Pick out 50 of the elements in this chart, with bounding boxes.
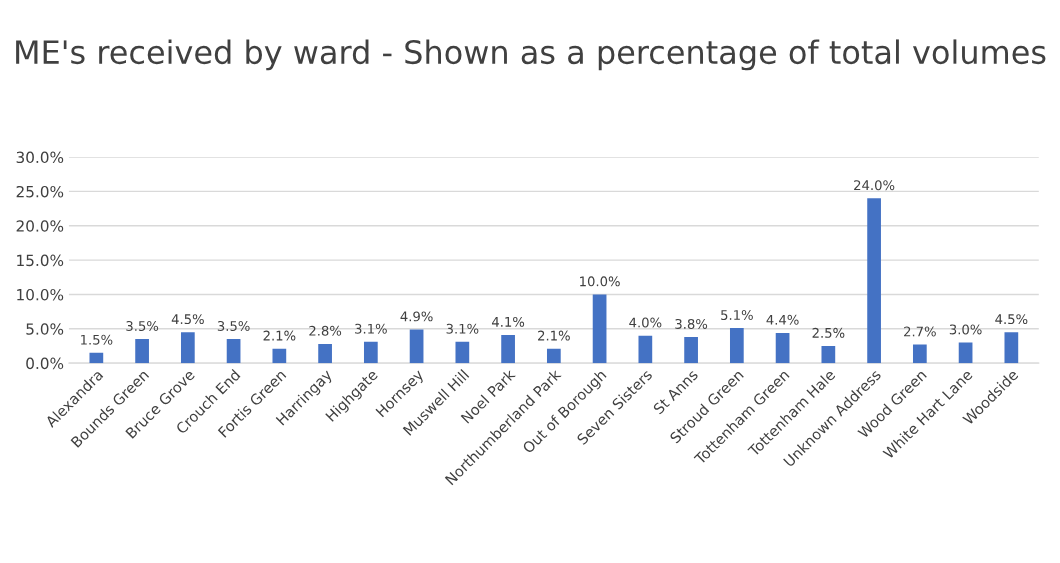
- data-label: 5.1%: [721, 310, 753, 320]
- bar: [89, 352, 104, 364]
- bar: [546, 348, 561, 364]
- bar: [729, 328, 744, 364]
- bar: [592, 294, 607, 364]
- bar: [638, 335, 653, 364]
- bar: [501, 334, 515, 364]
- y-tick-label: 5.0%: [26, 323, 64, 335]
- data-label: 3.5%: [217, 321, 250, 331]
- data-label: 2.5%: [812, 327, 845, 338]
- bar: [821, 345, 836, 364]
- data-label: 4.5%: [171, 314, 204, 325]
- y-tick-label: 15.0%: [17, 254, 64, 267]
- bar: [455, 341, 470, 364]
- data-label: 3.1%: [355, 323, 387, 334]
- bar: [272, 348, 287, 364]
- bar: [180, 332, 195, 364]
- bar: [1004, 332, 1019, 364]
- data-label: 2.1%: [263, 330, 296, 341]
- bar: [135, 339, 149, 364]
- data-label: 4.5%: [995, 314, 1028, 325]
- data-label: 3.1%: [446, 323, 479, 334]
- data-label: 4.9%: [400, 311, 433, 322]
- bar: [318, 343, 332, 364]
- bar: [684, 337, 698, 364]
- bar: [775, 332, 790, 364]
- data-label: 4.1%: [491, 316, 525, 327]
- bar: [226, 339, 241, 364]
- bar: [363, 341, 378, 364]
- bar: [912, 344, 927, 364]
- data-label: 3.8%: [675, 318, 708, 329]
- y-tick-label: 0.0%: [26, 357, 64, 370]
- data-label: 2.1%: [538, 330, 570, 341]
- y-tick-label: 20.0%: [16, 220, 64, 232]
- data-label: 3.5%: [126, 321, 159, 331]
- y-tick-label: 10.0%: [17, 288, 64, 301]
- data-label: 4.4%: [766, 314, 799, 325]
- data-label: 2.8%: [309, 325, 342, 336]
- y-tick-label: 30.0%: [16, 151, 64, 164]
- bar: [958, 342, 973, 364]
- bar: [409, 329, 424, 364]
- chart-title: ME's received by ward - Shown as a percentage of total volumes: [16, 39, 1046, 71]
- data-label: 2.7%: [904, 326, 936, 337]
- bar: [867, 198, 881, 364]
- data-label: 24.0%: [854, 180, 895, 191]
- data-label: 3.0%: [949, 324, 982, 335]
- data-label: 10.0%: [580, 276, 620, 287]
- data-label: 4.0%: [629, 317, 662, 328]
- y-tick-label: 25.0%: [16, 185, 64, 198]
- data-label: 1.5%: [81, 334, 113, 345]
